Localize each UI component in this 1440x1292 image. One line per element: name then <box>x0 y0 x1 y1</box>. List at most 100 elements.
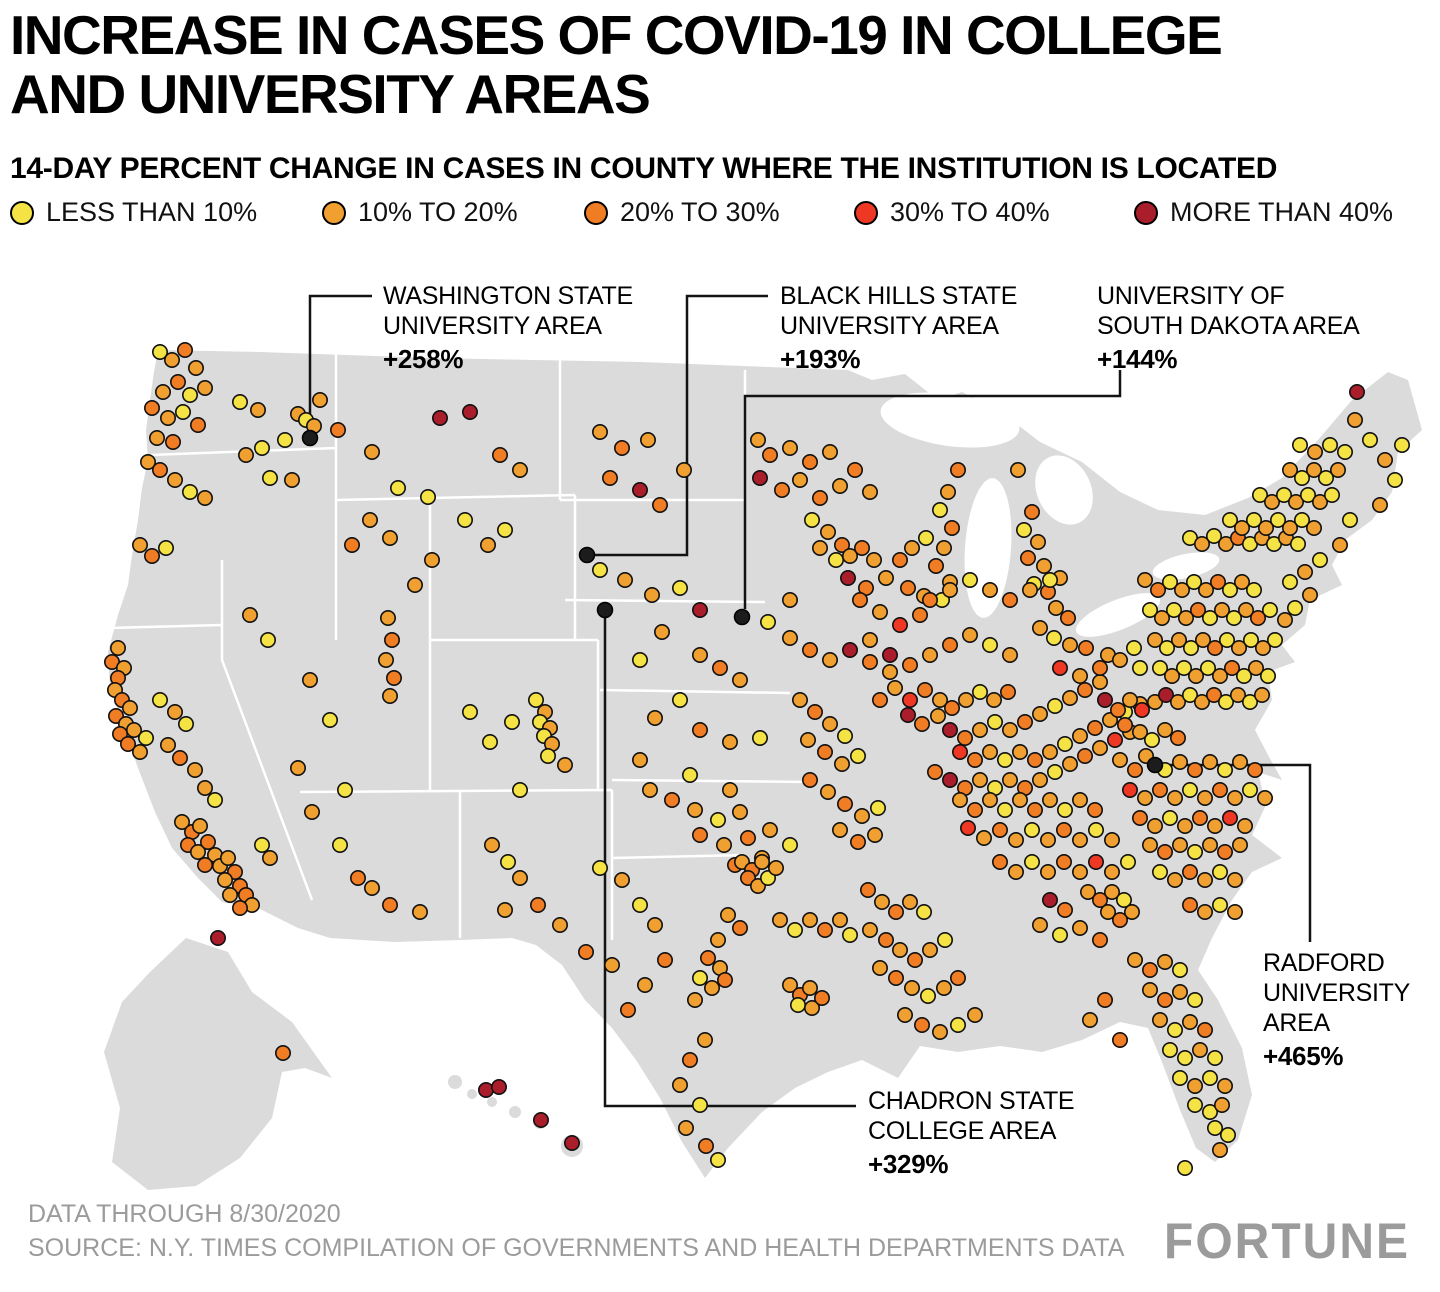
data-dot <box>1088 821 1105 838</box>
data-dot <box>871 691 888 708</box>
data-dot <box>481 733 498 750</box>
data-dot <box>1057 801 1074 818</box>
data-dot <box>901 893 918 910</box>
data-dot <box>929 707 946 724</box>
data-dot <box>591 859 608 876</box>
data-dot <box>1250 609 1267 626</box>
data-dot <box>1032 771 1049 788</box>
data-dot <box>691 646 708 663</box>
data-dot <box>577 943 594 960</box>
data-dot <box>761 821 778 838</box>
data-dot <box>949 969 966 986</box>
data-dot <box>716 971 733 988</box>
data-dot <box>122 699 139 716</box>
data-dot <box>1162 809 1179 826</box>
data-dot <box>1170 693 1187 710</box>
data-dot <box>381 687 398 704</box>
data-dot <box>496 521 513 538</box>
data-dot <box>981 791 998 808</box>
data-dot <box>1092 659 1109 676</box>
data-dot <box>861 631 878 648</box>
data-dot <box>781 591 798 608</box>
data-dot <box>527 691 544 708</box>
data-dot <box>936 931 953 948</box>
data-dot <box>646 916 663 933</box>
data-dot <box>1282 519 1299 536</box>
data-dot <box>1238 601 1255 618</box>
data-dot <box>419 488 436 505</box>
data-dot <box>1277 611 1294 628</box>
data-dot <box>691 1097 708 1114</box>
data-dot <box>178 715 195 732</box>
data-dot <box>671 579 688 596</box>
data-dot <box>1182 1013 1199 1030</box>
data-dot <box>1042 791 1059 808</box>
data-dot <box>849 833 866 850</box>
data-dot <box>1142 601 1159 618</box>
data-dot <box>1011 743 1028 760</box>
data-dot <box>653 623 670 640</box>
data-dot <box>1318 469 1335 486</box>
data-dot <box>197 856 214 873</box>
data-dot <box>140 453 157 470</box>
data-dot <box>1197 903 1214 920</box>
data-dot <box>1167 871 1184 888</box>
legend-label: 20% TO 30% <box>620 197 780 227</box>
data-dot <box>839 569 856 586</box>
data-dot <box>1040 863 1057 880</box>
data-dot <box>1042 891 1059 908</box>
data-dot <box>896 1006 913 1023</box>
data-dot <box>906 951 923 968</box>
data-dot <box>951 743 968 760</box>
data-dot <box>383 631 400 648</box>
data-dot <box>971 683 988 700</box>
leader-line-chadron-state-college <box>603 618 856 1108</box>
data-dot <box>1217 843 1234 860</box>
data-dot <box>1152 781 1169 798</box>
data-dot <box>861 483 878 500</box>
data-dot <box>1167 1021 1184 1038</box>
data-dot <box>966 751 983 768</box>
leader-line-university-of-south-dakota <box>743 370 1122 609</box>
data-dot <box>1057 901 1074 918</box>
data-dot <box>1172 961 1189 978</box>
data-dot <box>913 715 930 732</box>
data-dot <box>711 659 728 676</box>
data-dot <box>1027 751 1044 768</box>
data-dot <box>631 896 648 913</box>
data-dot <box>385 669 402 686</box>
data-dot <box>686 801 703 818</box>
data-dot <box>1220 1127 1237 1144</box>
data-dot <box>1088 853 1105 870</box>
legend-swatch-icon <box>1134 200 1158 225</box>
data-dot <box>172 749 189 766</box>
data-dot <box>703 979 720 996</box>
data-dot <box>1212 1142 1229 1159</box>
data-dot <box>1234 519 1251 536</box>
data-dot <box>887 969 904 986</box>
data-dot <box>603 956 620 973</box>
data-dot <box>731 671 748 688</box>
data-dot <box>182 386 199 403</box>
data-dot <box>686 991 703 1008</box>
data-dot <box>891 551 908 568</box>
data-dot <box>261 469 278 486</box>
data-dot <box>1198 581 1215 598</box>
data-dot <box>1042 743 1059 760</box>
data-dot <box>250 401 267 418</box>
callout-label: BLACK HILLS STATE <box>780 282 1018 310</box>
legend-label: 30% TO 40% <box>890 197 1050 227</box>
data-dot <box>916 681 933 698</box>
data-dot <box>866 826 883 843</box>
data-dot <box>200 833 217 850</box>
data-dot <box>767 859 784 876</box>
data-dot <box>801 979 818 996</box>
data-dot <box>1110 701 1127 718</box>
data-dot <box>681 766 698 783</box>
data-dot <box>1194 693 1211 710</box>
data-dot <box>881 663 898 680</box>
data-dot <box>1112 1032 1129 1049</box>
data-dot <box>831 477 848 494</box>
data-dot <box>761 446 778 463</box>
data-dot <box>381 896 398 913</box>
